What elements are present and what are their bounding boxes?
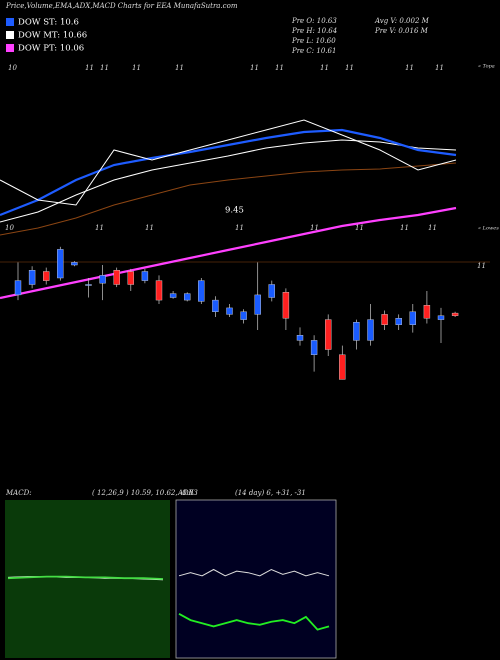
indicator-line: [178, 568, 330, 577]
candle-body: [113, 270, 120, 285]
candle-body: [268, 284, 275, 298]
candle-body: [71, 262, 78, 266]
legend-label: DOW ST: 10.6: [18, 18, 79, 28]
info: Pre L: 10.60: [291, 37, 336, 45]
candle-body: [85, 284, 92, 286]
ema-line: [0, 162, 457, 236]
candle-body: [141, 271, 149, 281]
date-label: 10: [8, 64, 17, 72]
date-label: 11: [250, 64, 259, 72]
date-label: 11: [428, 224, 437, 232]
side-label: « Topa: [478, 64, 495, 70]
candle-body: [381, 314, 388, 325]
candle-label: 11: [477, 262, 486, 270]
indicator-line: [7, 575, 164, 580]
price-label: 9.45: [225, 206, 244, 216]
candle-body: [339, 354, 346, 380]
date-label: 11: [235, 224, 244, 232]
info: Avg V: 0.002 M: [374, 17, 430, 25]
candle-body: [226, 307, 233, 315]
date-label: 11: [320, 64, 329, 72]
candle-body: [198, 280, 205, 302]
candle-body: [183, 293, 191, 301]
date-label: 11: [175, 64, 184, 72]
ema-line: [0, 128, 457, 217]
info: Pre C: 10.61: [291, 47, 336, 55]
candle-body: [325, 319, 332, 350]
date-label: 11: [275, 64, 284, 72]
legend-label: DOW MT: 10.66: [18, 31, 87, 41]
candle-body: [296, 335, 304, 341]
ema-line: [0, 206, 457, 300]
candle-body: [437, 315, 445, 320]
info: Pre O: 10.63: [291, 17, 337, 25]
ema-line: [0, 139, 457, 223]
candle-body: [451, 312, 459, 316]
adx-panel: [175, 499, 337, 659]
date-label: 11: [405, 64, 414, 72]
date-label: 11: [400, 224, 409, 232]
candle-body: [212, 299, 219, 313]
candle-body: [395, 318, 402, 325]
candle-body: [310, 340, 318, 355]
side-label: « Lowes: [478, 226, 499, 232]
indicator-line: [178, 613, 330, 631]
candle-body: [409, 311, 416, 325]
macd-subtitle: ( 12,26,9 ) 10.59, 10.62, -0.03: [92, 489, 198, 497]
candle-body: [353, 322, 360, 341]
legend-swatch: [6, 44, 14, 52]
candle-body: [43, 271, 50, 281]
candle-body: [28, 270, 36, 285]
candle-body: [99, 275, 106, 284]
candle-body: [169, 293, 177, 298]
date-label: 11: [345, 64, 354, 72]
date-label: 11: [310, 224, 319, 232]
legend-swatch: [6, 18, 14, 26]
info: Pre V: 0.016 M: [374, 27, 429, 35]
candle-body: [254, 294, 261, 315]
adx-title: ADX: [177, 489, 195, 497]
ema-line: [0, 119, 457, 206]
date-label: 11: [145, 224, 154, 232]
candle-body: [282, 292, 290, 319]
legend-swatch: [6, 31, 14, 39]
title: Price,Volume,EMA,ADX,MACD Charts for EEA…: [5, 2, 238, 10]
date-label: 11: [132, 64, 141, 72]
candle-body: [423, 305, 431, 319]
macd-title: MACD:: [5, 489, 32, 497]
date-label: 11: [100, 64, 109, 72]
date-label: 11: [435, 64, 444, 72]
candle-body: [57, 249, 64, 279]
date-label: 10: [5, 224, 14, 232]
candle-body: [367, 319, 374, 341]
candle-body: [240, 311, 247, 320]
candle-body: [155, 280, 163, 301]
date-label: 11: [355, 224, 364, 232]
date-label: 11: [85, 64, 94, 72]
candle-body: [127, 271, 135, 285]
candle-body: [14, 280, 22, 296]
legend-label: DOW PT: 10.06: [18, 44, 84, 54]
adx-subtitle: (14 day) 6, +31, -31: [235, 489, 306, 497]
date-label: 11: [95, 224, 104, 232]
info: Pre H: 10.64: [291, 27, 337, 35]
